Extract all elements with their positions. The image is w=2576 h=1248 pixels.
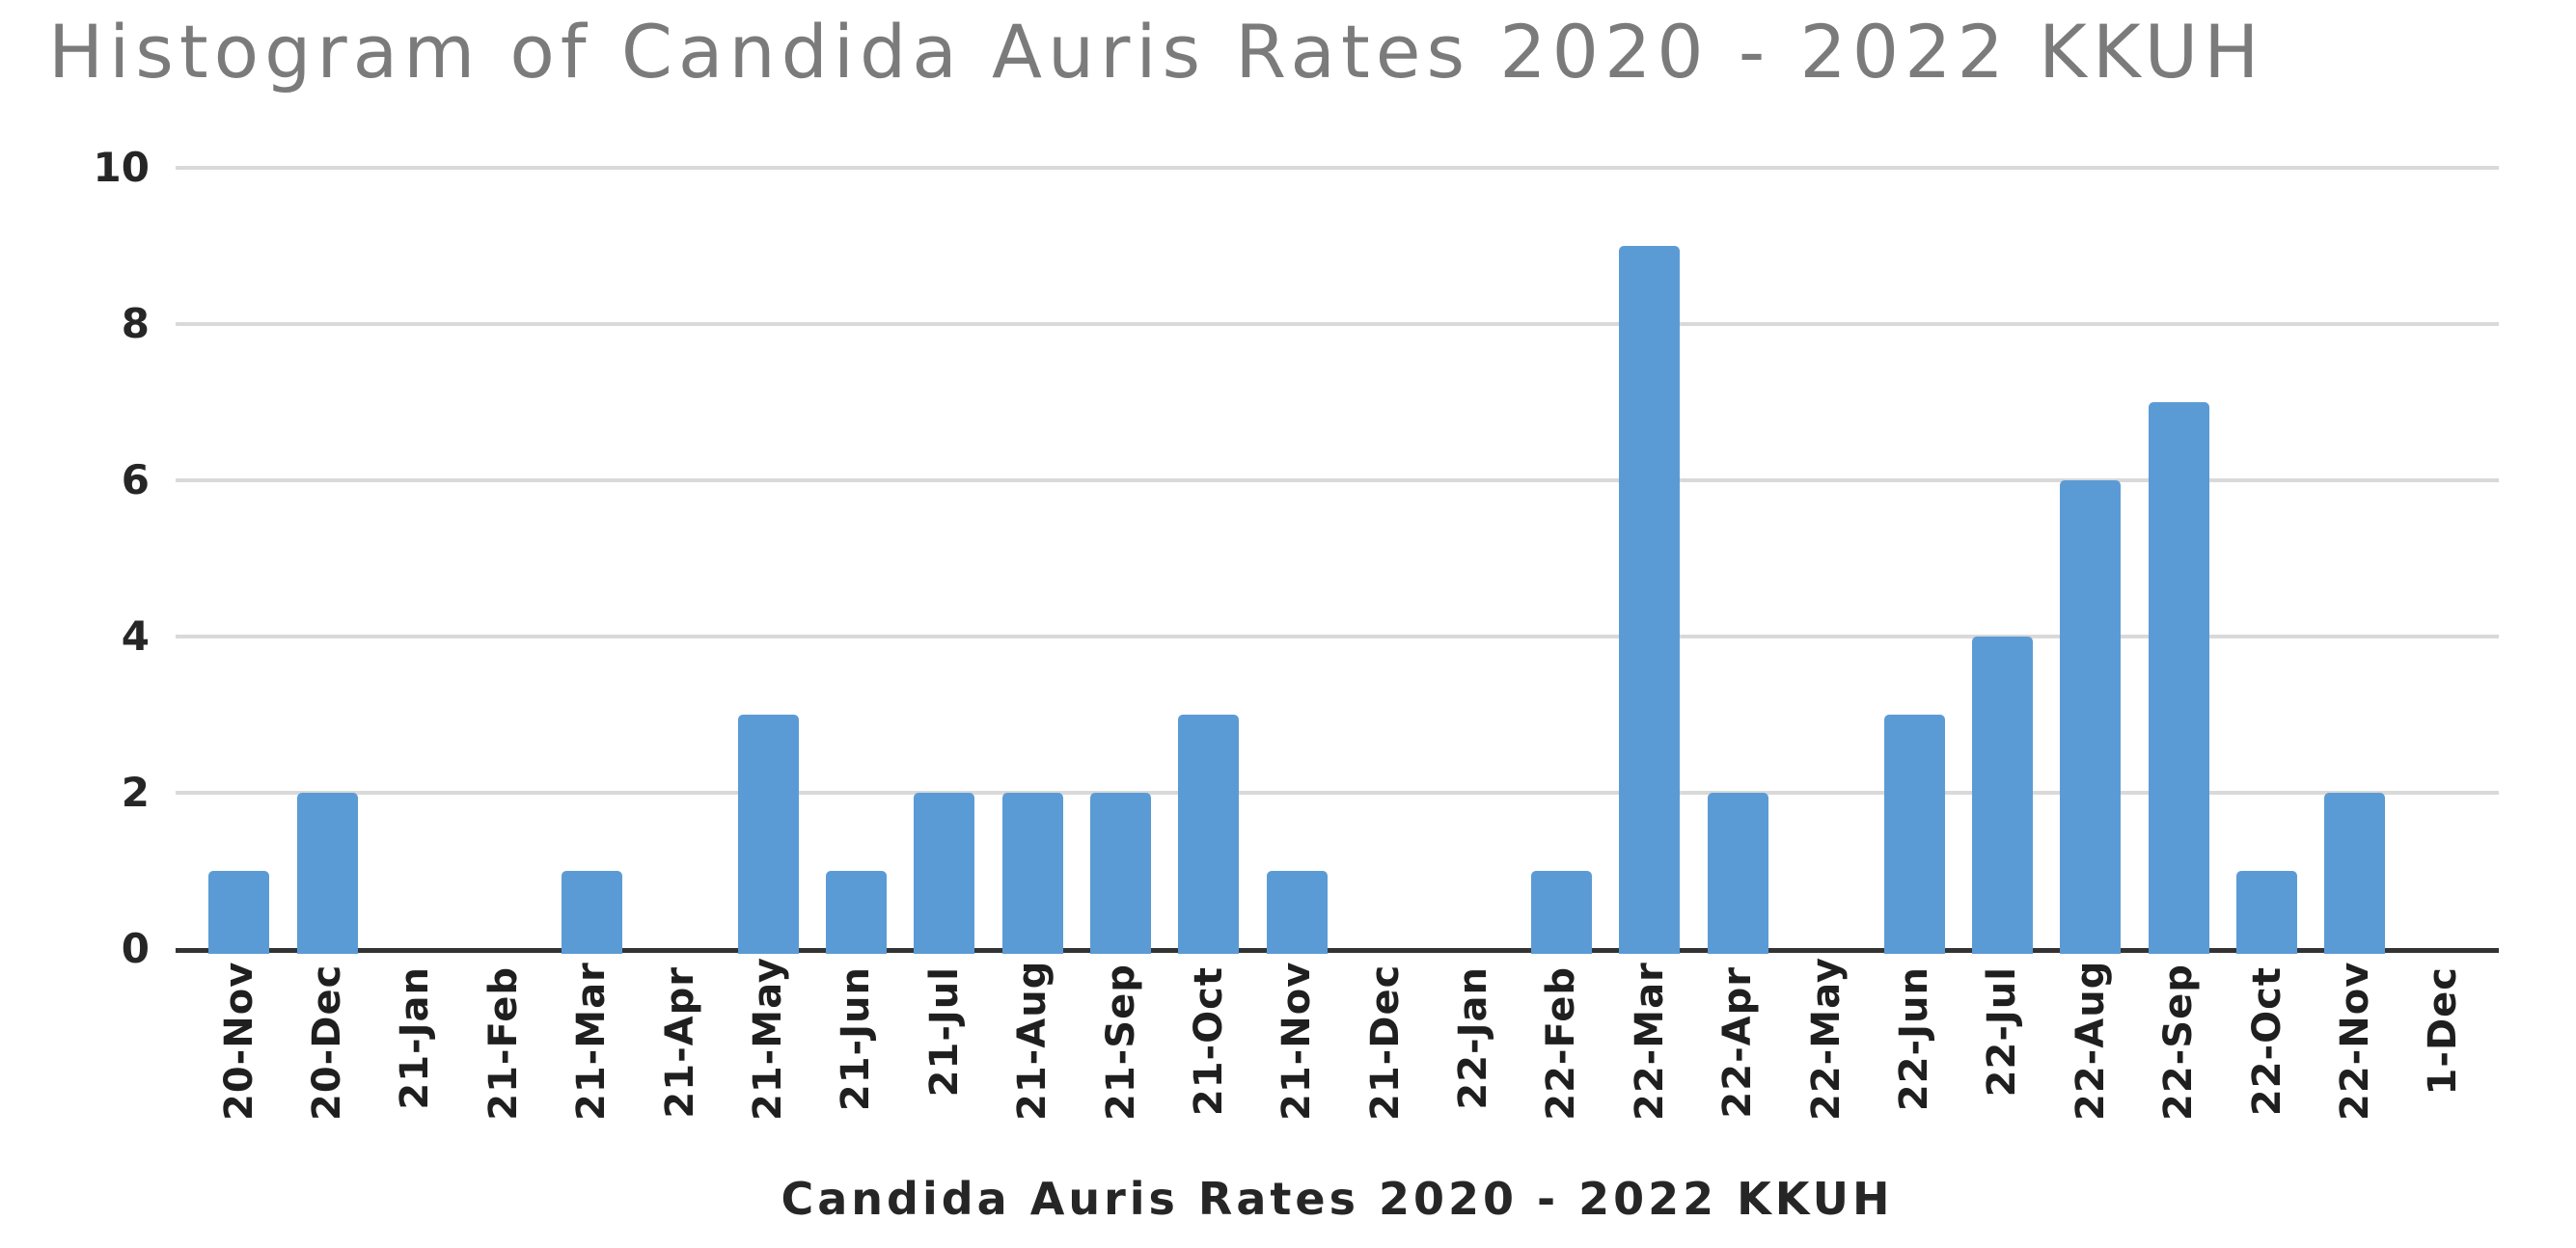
bar-20-Dec	[296, 793, 358, 954]
bar-22-Apr	[1707, 793, 1768, 954]
chart-title: Histogram of Candida Auris Rates 2020 - …	[48, 9, 2265, 95]
x-axis-line	[176, 948, 2499, 953]
gridline	[176, 791, 2499, 795]
bar-21-Aug	[1001, 793, 1063, 954]
x-tick-label: 21-Jul	[921, 966, 967, 1098]
plot-area: 0 2 4 6 8 10 20-Nov 20-Dec 21-Jan 21-Feb 21-Mar 21-…	[94, 144, 2499, 1121]
x-tick-label: 21-Mar	[569, 962, 615, 1121]
x-tick-label: 21-Jun	[834, 966, 879, 1112]
x-tick-label: 21-May	[746, 957, 790, 1121]
bar-21-Mar	[561, 871, 622, 954]
x-tick-label: 22-Mar	[1627, 962, 1672, 1121]
x-tick-label: 22-Feb	[1539, 966, 1584, 1121]
bar-22-Aug	[2060, 480, 2122, 954]
x-tick-label: 20-Dec	[305, 963, 350, 1121]
bar-22-Oct	[2236, 871, 2298, 954]
x-tick-label: 22-Nov	[2332, 961, 2377, 1121]
gridline	[176, 166, 2499, 170]
bar-22-Jun	[1883, 715, 1945, 954]
x-tick-label: 21-Nov	[1274, 961, 1320, 1121]
bar-22-Jul	[1971, 637, 2033, 954]
y-tick-label: 10	[93, 144, 150, 191]
y-tick-label: 4	[121, 612, 150, 660]
bar-21-May	[737, 715, 799, 954]
x-tick-label: 21-Feb	[480, 966, 526, 1121]
x-tick-label: 21-Sep	[1098, 963, 1143, 1121]
x-tick-label: 22-Jul	[1980, 966, 2025, 1098]
bar-21-Nov	[1266, 871, 1328, 954]
x-tick-label: 22-Jun	[1892, 966, 1936, 1112]
y-tick-label: 6	[121, 456, 150, 503]
x-tick-label: 20-Nov	[216, 961, 261, 1121]
x-tick-label: 22-Sep	[2156, 963, 2202, 1121]
bar-20-Nov	[208, 871, 270, 954]
bar-21-Oct	[1178, 715, 1240, 954]
x-tick-label: 21-Oct	[1186, 966, 1231, 1117]
gridline	[176, 322, 2499, 326]
x-tick-label: 21-Aug	[1010, 960, 1055, 1121]
x-tick-label: 1-Dec	[2421, 966, 2466, 1096]
gridline	[176, 635, 2499, 638]
bar-22-Mar	[1619, 246, 1681, 954]
y-tick-label: 0	[121, 925, 150, 972]
x-tick-label: 21-Jan	[393, 966, 438, 1110]
x-tick-label: 22-Oct	[2244, 966, 2289, 1117]
x-tick-label: 22-May	[1803, 957, 1849, 1121]
bar-22-Sep	[2148, 402, 2209, 954]
x-tick-label: 21-Dec	[1362, 963, 1408, 1121]
y-tick-label: 2	[121, 769, 150, 816]
y-tick-label: 8	[121, 300, 150, 347]
x-axis-title: Candida Auris Rates 2020 - 2022 KKUH	[781, 1173, 1894, 1225]
x-tick-label: 21-Apr	[657, 966, 702, 1119]
bar-21-Sep	[1090, 793, 1152, 954]
gridline	[176, 478, 2499, 482]
bar-22-Feb	[1530, 871, 1592, 954]
bar-21-Jun	[825, 871, 887, 954]
bar-21-Jul	[914, 793, 975, 954]
bar-22-Nov	[2324, 793, 2386, 954]
x-tick-label: 22-Aug	[2068, 960, 2113, 1121]
x-tick-label: 22-Jan	[1451, 966, 1496, 1110]
x-tick-label: 22-Apr	[1715, 966, 1761, 1119]
